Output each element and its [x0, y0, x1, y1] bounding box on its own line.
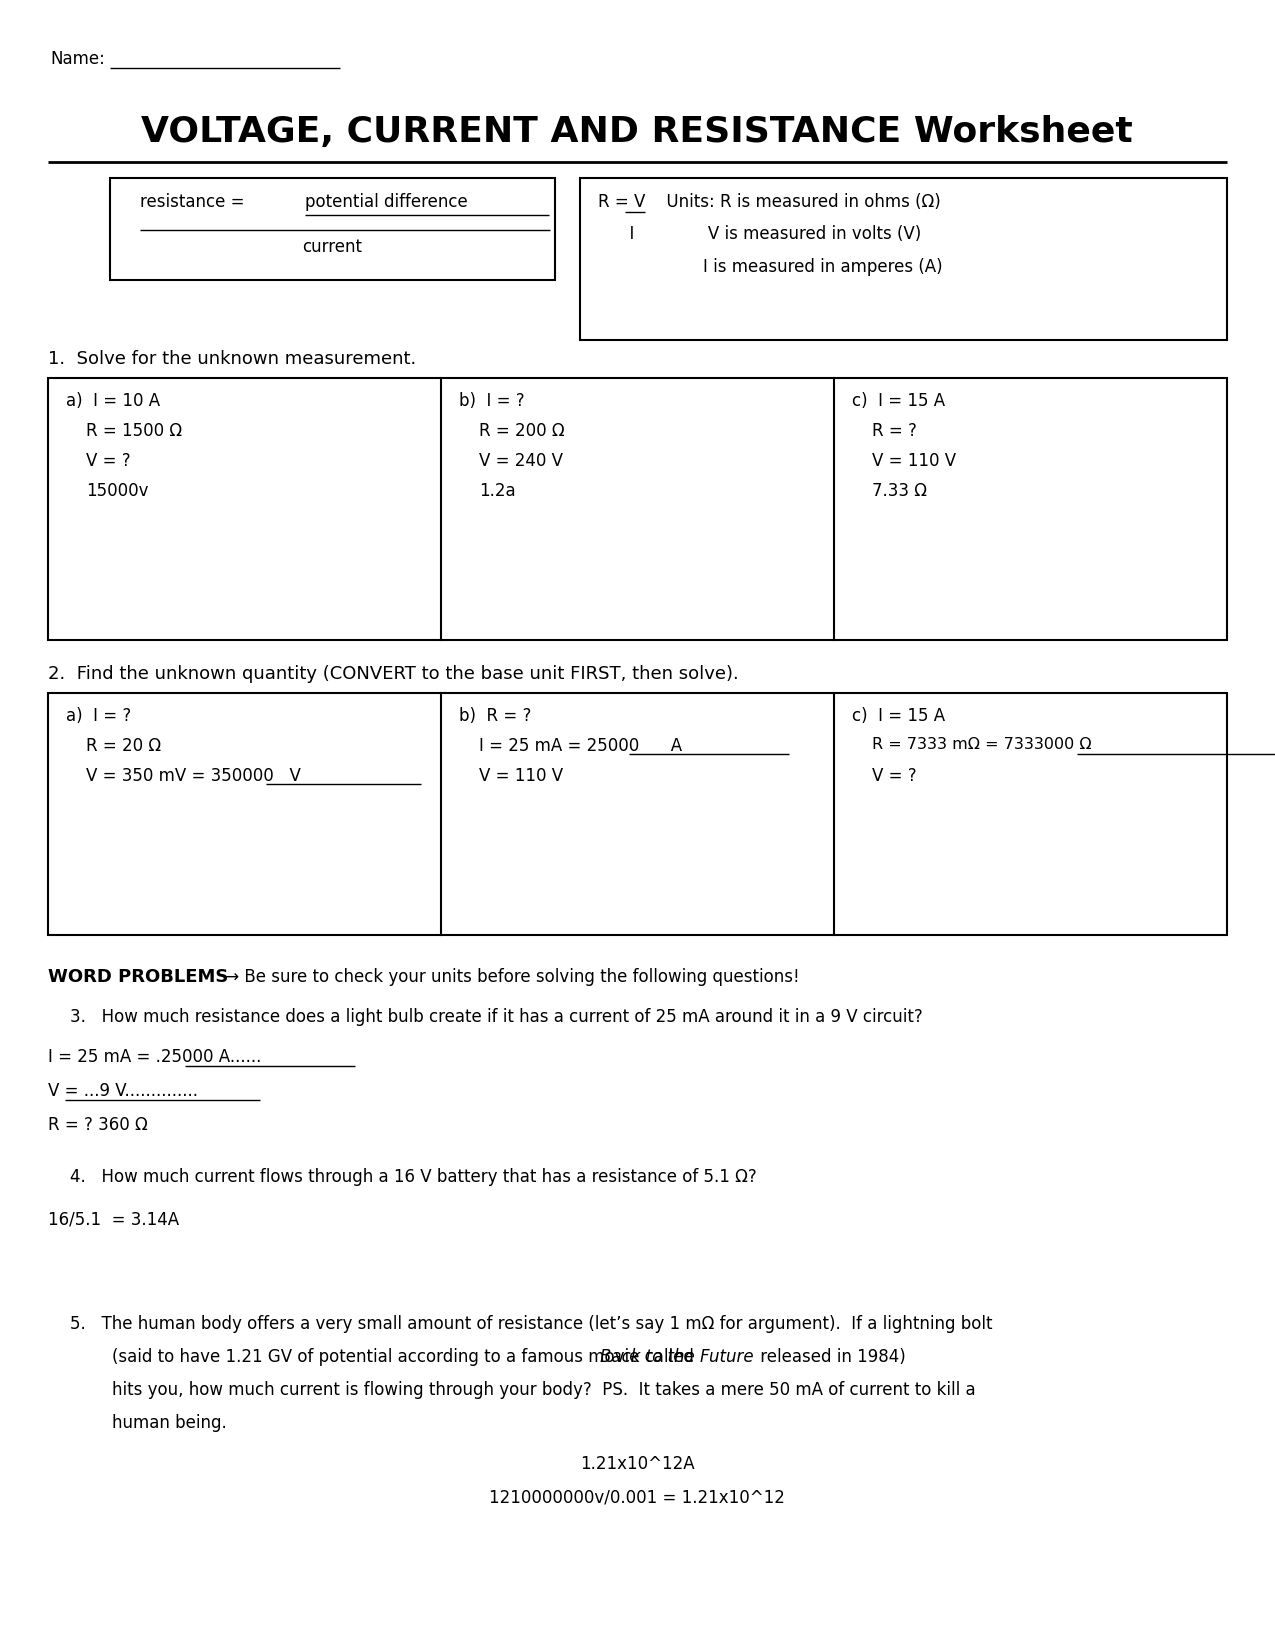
Text: potential difference: potential difference: [305, 193, 468, 211]
Text: 2.  Find the unknown quantity (CONVERT to the base unit FIRST, then solve).: 2. Find the unknown quantity (CONVERT to…: [48, 665, 738, 684]
Text: 4.   How much current flows through a 16 V battery that has a resistance of 5.1 : 4. How much current flows through a 16 V…: [70, 1167, 757, 1185]
Text: V = ?: V = ?: [85, 452, 130, 471]
Bar: [110, 178, 555, 281]
Text: R = 20 Ω: R = 20 Ω: [85, 736, 161, 755]
Text: resistance =: resistance =: [140, 193, 250, 211]
Text: 1.  Solve for the unknown measurement.: 1. Solve for the unknown measurement.: [48, 350, 416, 368]
Text: Name:: Name:: [50, 50, 105, 68]
Text: V = 240 V: V = 240 V: [479, 452, 564, 471]
Text: 3.   How much resistance does a light bulb create if it has a current of 25 mA a: 3. How much resistance does a light bulb…: [70, 1009, 923, 1025]
Text: c)  I = 15 A: c) I = 15 A: [852, 707, 945, 725]
Text: hits you, how much current is flowing through your body?  PS.  It takes a mere 5: hits you, how much current is flowing th…: [70, 1380, 975, 1398]
Text: b)  I = ?: b) I = ?: [459, 391, 524, 409]
Text: Back to the Future: Back to the Future: [601, 1347, 754, 1365]
Text: I = 25 mA = .25000 A......: I = 25 mA = .25000 A......: [48, 1048, 261, 1067]
Text: released in 1984): released in 1984): [755, 1347, 905, 1365]
Text: R = 7333 mΩ = 7333000 Ω: R = 7333 mΩ = 7333000 Ω: [872, 736, 1091, 751]
Text: R = 1500 Ω: R = 1500 Ω: [85, 423, 182, 441]
Text: R = ?: R = ?: [872, 423, 917, 441]
Text: WORD PROBLEMS: WORD PROBLEMS: [48, 967, 228, 986]
Text: c)  I = 15 A: c) I = 15 A: [852, 391, 945, 409]
Text: 1210000000v/0.001 = 1.21x10^12: 1210000000v/0.001 = 1.21x10^12: [490, 1488, 785, 1506]
Text: 1.21x10^12A: 1.21x10^12A: [580, 1455, 695, 1473]
Text: 5.   The human body offers a very small amount of resistance (let’s say 1 mΩ for: 5. The human body offers a very small am…: [70, 1314, 992, 1332]
Text: 1.2a: 1.2a: [479, 482, 515, 500]
Text: 7.33 Ω: 7.33 Ω: [872, 482, 927, 500]
Text: 16/5.1  = 3.14A: 16/5.1 = 3.14A: [48, 1210, 178, 1228]
Text: a)  I = 10 A: a) I = 10 A: [66, 391, 161, 409]
Text: VOLTAGE, CURRENT AND RESISTANCE Worksheet: VOLTAGE, CURRENT AND RESISTANCE Workshee…: [142, 116, 1133, 149]
Bar: [48, 378, 1227, 641]
Text: 15000v: 15000v: [85, 482, 148, 500]
Text: R = V    Units: R is measured in ohms (Ω): R = V Units: R is measured in ohms (Ω): [598, 193, 941, 211]
Bar: [48, 693, 1227, 934]
Text: R = 200 Ω: R = 200 Ω: [479, 423, 565, 441]
Bar: [580, 178, 1227, 340]
Text: human being.: human being.: [70, 1413, 227, 1431]
Text: V = ?: V = ?: [872, 768, 917, 784]
Text: V = ...9 V..............: V = ...9 V..............: [48, 1081, 198, 1100]
Text: V = 110 V: V = 110 V: [479, 768, 564, 784]
Text: V = 350 mV = 350000   V: V = 350 mV = 350000 V: [85, 768, 301, 784]
Text: I = 25 mA = 25000      A: I = 25 mA = 25000 A: [479, 736, 682, 755]
Text: current: current: [302, 238, 362, 256]
Text: I              V is measured in volts (V): I V is measured in volts (V): [598, 225, 922, 243]
Text: R = ? 360 Ω: R = ? 360 Ω: [48, 1116, 148, 1134]
Text: I is measured in amperes (A): I is measured in amperes (A): [598, 258, 942, 276]
Text: b)  R = ?: b) R = ?: [459, 707, 532, 725]
Text: a)  I = ?: a) I = ?: [66, 707, 131, 725]
Text: V = 110 V: V = 110 V: [872, 452, 956, 471]
Text: → Be sure to check your units before solving the following questions!: → Be sure to check your units before sol…: [221, 967, 799, 986]
Text: (said to have 1.21 GV of potential according to a famous movie called: (said to have 1.21 GV of potential accor…: [70, 1347, 699, 1365]
